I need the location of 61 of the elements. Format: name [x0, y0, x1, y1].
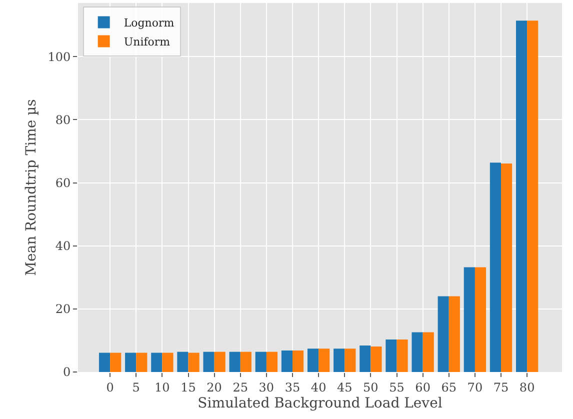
bar — [490, 162, 502, 372]
legend-label: Uniform — [124, 35, 171, 48]
y-axis-title: Mean Roundtrip Time µs — [23, 99, 40, 276]
x-tick-label: 55 — [389, 380, 404, 394]
bar — [448, 296, 460, 372]
y-tick-label: 60 — [55, 176, 71, 190]
x-tick-label: 25 — [232, 380, 248, 394]
bar — [292, 350, 304, 372]
bar — [240, 352, 252, 372]
x-tick-label: 30 — [258, 380, 274, 394]
x-tick-label: 15 — [180, 380, 196, 394]
bar — [412, 332, 423, 372]
x-tick-label: 75 — [493, 380, 509, 394]
x-tick-label: 45 — [336, 380, 352, 394]
bar — [516, 20, 528, 372]
bar — [318, 348, 330, 372]
bar — [307, 348, 319, 372]
bar — [334, 348, 345, 372]
y-tick-label: 40 — [55, 239, 71, 254]
x-tick-label: 65 — [441, 380, 457, 394]
x-axis-title: Simulated Background Load Level — [198, 396, 443, 412]
bar — [125, 352, 136, 372]
x-tick-label: 5 — [132, 380, 140, 394]
x-tick-label: 40 — [310, 380, 326, 394]
bar — [188, 352, 200, 372]
bar — [255, 352, 266, 372]
bar — [177, 352, 188, 372]
y-tick-label: 0 — [62, 365, 71, 380]
bar — [396, 340, 408, 372]
bar — [438, 296, 449, 372]
legend-label: Lognorm — [124, 16, 175, 30]
y-tick-label: 20 — [55, 302, 71, 316]
x-tick-label: 10 — [154, 380, 170, 394]
bar — [501, 164, 512, 372]
x-tick-label: 35 — [284, 380, 300, 394]
x-tick-label: 60 — [415, 380, 430, 394]
bar — [136, 352, 148, 372]
bar — [281, 350, 292, 372]
bar — [344, 348, 356, 372]
bar — [98, 352, 110, 372]
bar — [229, 352, 240, 372]
bar — [266, 352, 278, 372]
x-tick-label: 50 — [363, 380, 378, 394]
bar — [464, 267, 475, 372]
bar — [474, 267, 486, 372]
bar — [214, 352, 226, 372]
bar — [386, 340, 397, 372]
bar — [360, 346, 371, 372]
bar — [527, 20, 538, 372]
x-tick-label: 20 — [206, 380, 222, 394]
bar — [110, 352, 122, 372]
bar — [162, 352, 174, 372]
y-tick-label: 80 — [55, 112, 71, 127]
y-tick-label: 100 — [48, 50, 71, 64]
bar — [203, 352, 214, 372]
bar — [422, 332, 434, 372]
x-tick-label: 0 — [106, 380, 114, 394]
x-tick-label: 80 — [519, 380, 535, 394]
x-tick-label: 70 — [467, 380, 483, 394]
bar — [370, 346, 382, 372]
bar — [151, 352, 162, 372]
